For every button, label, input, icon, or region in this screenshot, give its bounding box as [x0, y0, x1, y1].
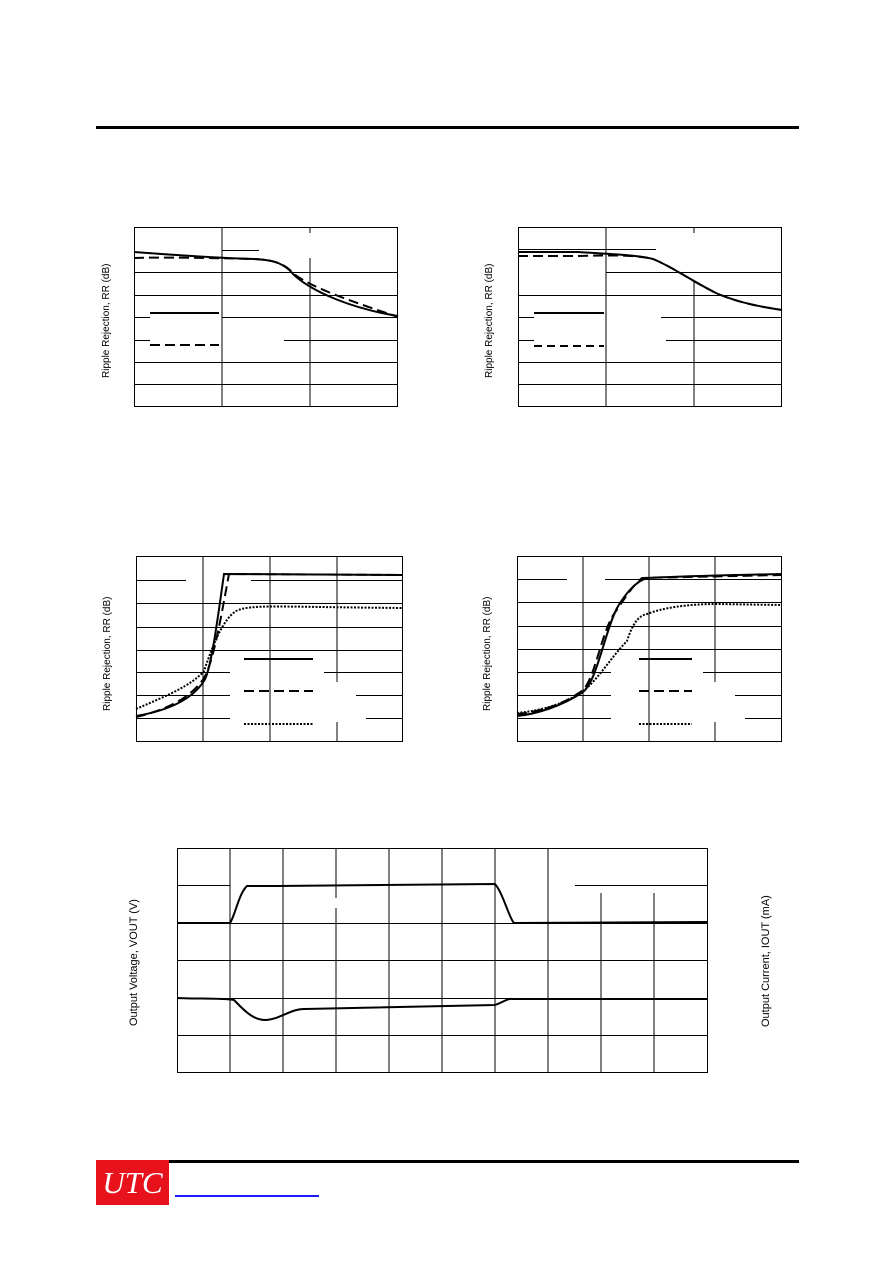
chart5-curves: [176, 882, 709, 1022]
chart1-curve-dashed: [133, 256, 399, 318]
utc-logo-text: UTC: [102, 1164, 163, 1200]
chart1-ripple-vs-frequency: [133, 227, 399, 407]
chart5-ylabel-right: Output Current, IOUT (mA): [760, 895, 772, 1027]
header-rule: [96, 126, 799, 129]
chart2-curves: [518, 251, 783, 311]
chart5-voltage-curve: [176, 997, 708, 1022]
chart1-curve-solid: [133, 251, 399, 317]
chart2-ylabel: Ripple Rejection, RR (dB): [484, 263, 495, 379]
chart5-load-transient: [176, 848, 709, 1073]
chart3-curve-solid: [135, 572, 404, 717]
chart3-curve-dashed: [135, 572, 404, 718]
chart5-grid: [177, 848, 708, 1073]
chart4-curve-dotted: [516, 602, 783, 714]
chart3-ylabel: Ripple Rejection, RR (dB): [102, 596, 113, 712]
chart3-legend: [244, 658, 313, 725]
chart3-curves: [135, 572, 404, 718]
chart2-curve-dashed: [518, 254, 783, 311]
chart4-ripple-vs-voltage: [516, 556, 783, 742]
chart4-curve-dashed: [516, 574, 783, 715]
chart1-grid: [134, 227, 398, 407]
footer-link-underline[interactable]: [175, 1195, 319, 1197]
chart1-curves: [133, 251, 399, 318]
chart3-grid: [136, 556, 403, 742]
chart4-grid: [517, 556, 782, 742]
chart4-legend: [639, 658, 692, 725]
chart4-curves: [516, 573, 783, 717]
chart5-ylabel-left: Output Voltage, VOUT (V): [128, 899, 140, 1026]
utc-logo: UTC: [96, 1160, 169, 1205]
chart2-legend: [534, 312, 604, 347]
chart5-current-curve: [177, 882, 709, 925]
chart3-ripple-vs-voltage: [135, 556, 404, 742]
chart1-legend: [150, 312, 219, 346]
chart1-ylabel: Ripple Rejection, RR (dB): [101, 263, 112, 379]
chart4-ylabel: Ripple Rejection, RR (dB): [482, 596, 493, 712]
footer-rule: [96, 1160, 799, 1163]
chart2-ripple-vs-frequency: [518, 227, 783, 407]
chart2-grid: [518, 227, 782, 407]
chart3-curve-dotted: [135, 605, 404, 710]
